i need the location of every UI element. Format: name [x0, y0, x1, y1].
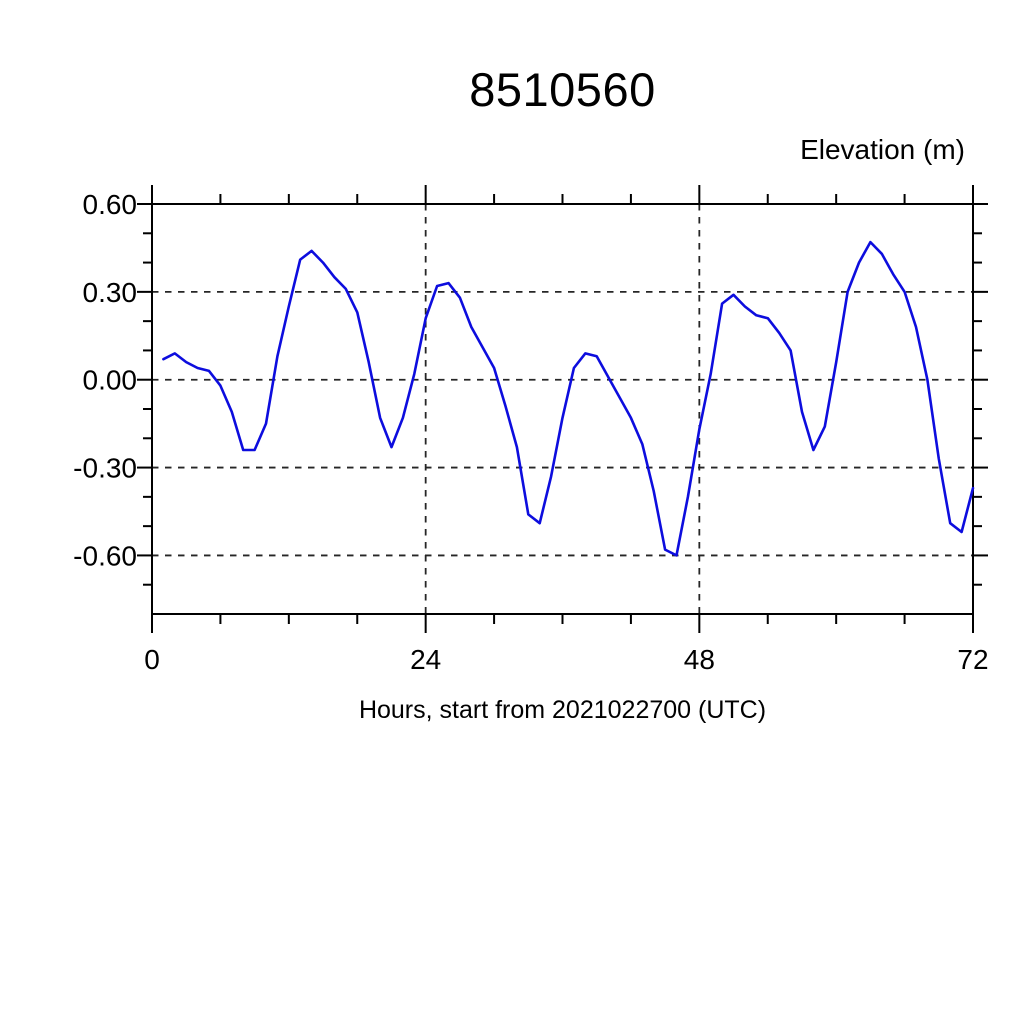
y-tick-label: -0.30: [73, 453, 137, 484]
x-tick-label: 24: [410, 644, 441, 675]
plot-frame: [151, 203, 974, 615]
x-tick-label: 0: [144, 644, 160, 675]
y-axis-title: Elevation (m): [152, 134, 973, 166]
x-axis-label: Hours, start from 2021022700 (UTC): [358, 696, 767, 724]
x-tick-label: 72: [957, 644, 988, 675]
x-tick-label: 48: [684, 644, 715, 675]
elevation-line: [162, 240, 975, 557]
y-tick-label: -0.60: [73, 540, 137, 571]
chart-title: 8510560: [469, 63, 656, 116]
y-tick-label: 0.30: [83, 277, 138, 308]
y-axis-title-text: Elevation (m): [800, 134, 965, 165]
y-tick-label: 0.60: [83, 189, 138, 220]
y-tick-label: 0.00: [83, 365, 138, 396]
